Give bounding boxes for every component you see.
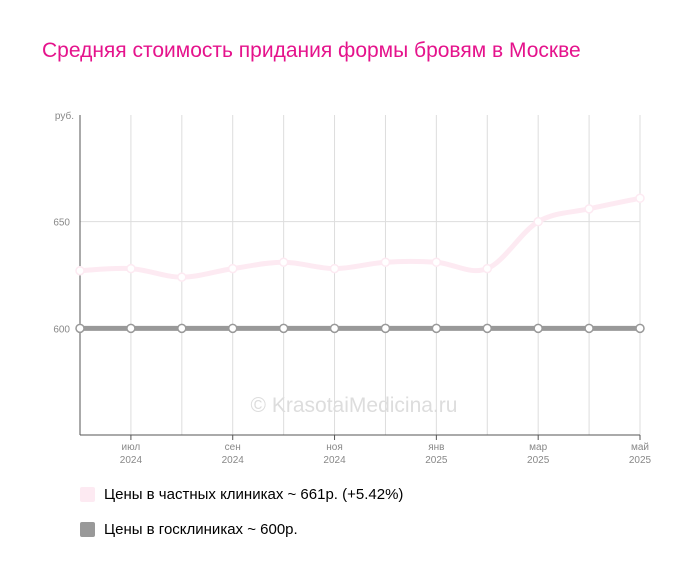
- data-point: [278, 323, 289, 334]
- data-point: [584, 204, 594, 214]
- data-point: [75, 323, 85, 334]
- legend-label-public: Цены в госклиниках ~ 600р.: [104, 521, 298, 538]
- x-tick-month: ноя: [326, 442, 343, 453]
- data-point: [635, 323, 645, 334]
- data-point: [329, 323, 340, 334]
- data-point: [329, 263, 340, 274]
- data-point: [278, 257, 289, 267]
- y-tick-label: 650: [53, 218, 70, 229]
- data-point: [126, 263, 136, 274]
- data-point: [482, 323, 493, 334]
- y-tick-label: 600: [53, 324, 70, 335]
- x-tick-month: май: [631, 442, 649, 453]
- data-point: [533, 216, 543, 227]
- chart-title: Средняя стоимость придания формы бровям …: [42, 39, 581, 62]
- series-line: [77, 195, 643, 280]
- data-point: [126, 323, 136, 334]
- x-tick-month: июл: [122, 442, 141, 453]
- x-tick-year: 2024: [222, 455, 245, 466]
- data-point: [75, 265, 85, 276]
- legend-item-private[interactable]: Цены в частных клиниках ~ 661р. (+5.42%): [80, 486, 403, 503]
- series-group: [75, 193, 645, 334]
- data-point: [482, 263, 493, 274]
- x-tick-year: 2025: [527, 455, 550, 466]
- series-0: [75, 193, 645, 282]
- x-tick-year: 2025: [629, 455, 652, 466]
- x-tick-year: 2024: [323, 455, 346, 466]
- x-tick-year: 2025: [425, 455, 448, 466]
- axis-labels: 600 650 руб. июл 2024 сен 2024 ноя 2024 янв 2025 ма…: [53, 110, 651, 466]
- line-chart: © KrasotaiMedicina.ru 600 650 руб. июл 2024 с…: [53, 110, 651, 466]
- y-axis-label: руб.: [55, 110, 74, 122]
- series-1: [75, 323, 645, 334]
- watermark: © KrasotaiMedicina.ru: [251, 394, 458, 417]
- data-point: [177, 272, 187, 282]
- data-point: [380, 323, 391, 334]
- data-point: [635, 193, 645, 203]
- data-point: [584, 323, 594, 334]
- legend-swatch-private: [80, 487, 95, 502]
- data-point: [227, 323, 238, 334]
- axes: [79, 115, 641, 440]
- data-point: [533, 323, 543, 334]
- x-tick-month: янв: [428, 442, 444, 453]
- data-point: [431, 257, 442, 267]
- data-point: [431, 323, 442, 334]
- legend-item-public[interactable]: Цены в госклиниках ~ 600р.: [80, 521, 298, 538]
- data-point: [177, 323, 187, 334]
- x-tick-month: мар: [529, 442, 547, 453]
- legend-label-private: Цены в частных клиниках ~ 661р. (+5.42%): [104, 486, 404, 503]
- data-point: [380, 257, 391, 267]
- data-point: [227, 263, 238, 274]
- x-tick-month: сен: [225, 442, 241, 453]
- legend-swatch-public: [80, 522, 95, 537]
- x-tick-year: 2024: [120, 455, 143, 466]
